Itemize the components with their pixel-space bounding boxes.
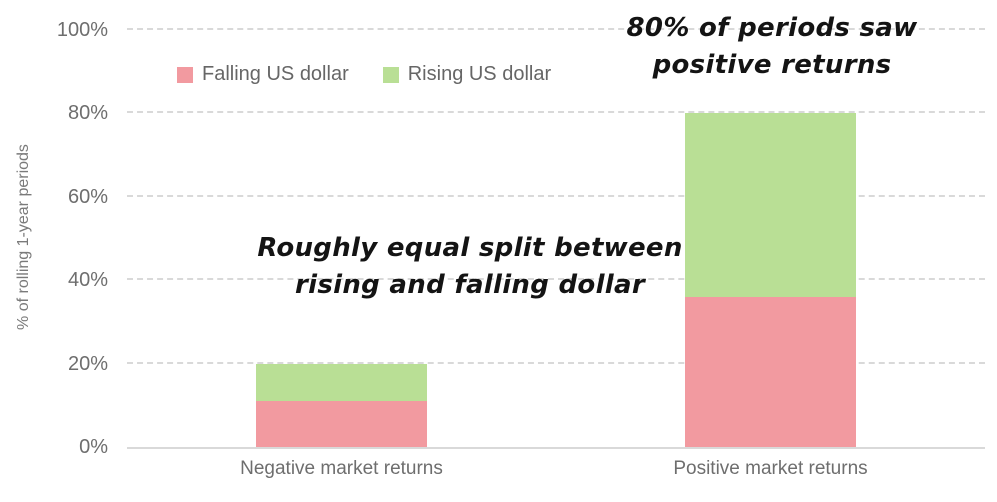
rising-us-dollar-swatch-icon [382,66,399,83]
legend-label-rising-us-dollar: Rising US dollar [407,63,552,85]
annotation-positive-returns: 80% of periods saw positive returns [592,10,952,84]
gridline-20 [127,361,985,364]
y-tick-label: 80% [67,102,108,125]
gridline-80 [127,111,985,114]
bar-falling-us-dollar [255,401,428,447]
y-tick-label: 0% [79,436,108,458]
gridline-40 [127,278,985,281]
x-axis-label: Negative market returns [240,458,443,479]
gridline-100 [127,28,985,30]
bar-falling-us-dollar [684,296,857,447]
annotation-line: Roughly equal split between [257,233,683,263]
bar-rising-us-dollar [684,113,857,297]
bar-rising-us-dollar [255,363,428,402]
legend-item-falling-us-dollar: Falling US dollar [177,63,349,86]
annotation-equal-split: Roughly equal split between rising and f… [242,230,698,304]
y-tick-label: 60% [67,185,108,208]
annotation-line: positive returns [652,50,892,80]
annotation-line: 80% of periods saw [626,13,918,43]
legend-item-rising-us-dollar: Rising US dollar [382,63,552,86]
y-axis-title: % of rolling 1-year periods [15,144,32,330]
falling-us-dollar-swatch-icon [177,66,193,83]
gridline-60 [127,194,985,197]
x-axis-label: Positive market returns [673,458,868,479]
plot-area [127,28,985,449]
y-tick-label: 40% [67,269,108,292]
y-tick-label: 100% [56,19,108,41]
annotation-line: rising and falling dollar [295,270,645,300]
y-tick-label: 20% [67,352,108,375]
legend: Falling US dollar Rising US dollar [177,63,551,86]
legend-label-falling-us-dollar: Falling US dollar [202,63,349,85]
